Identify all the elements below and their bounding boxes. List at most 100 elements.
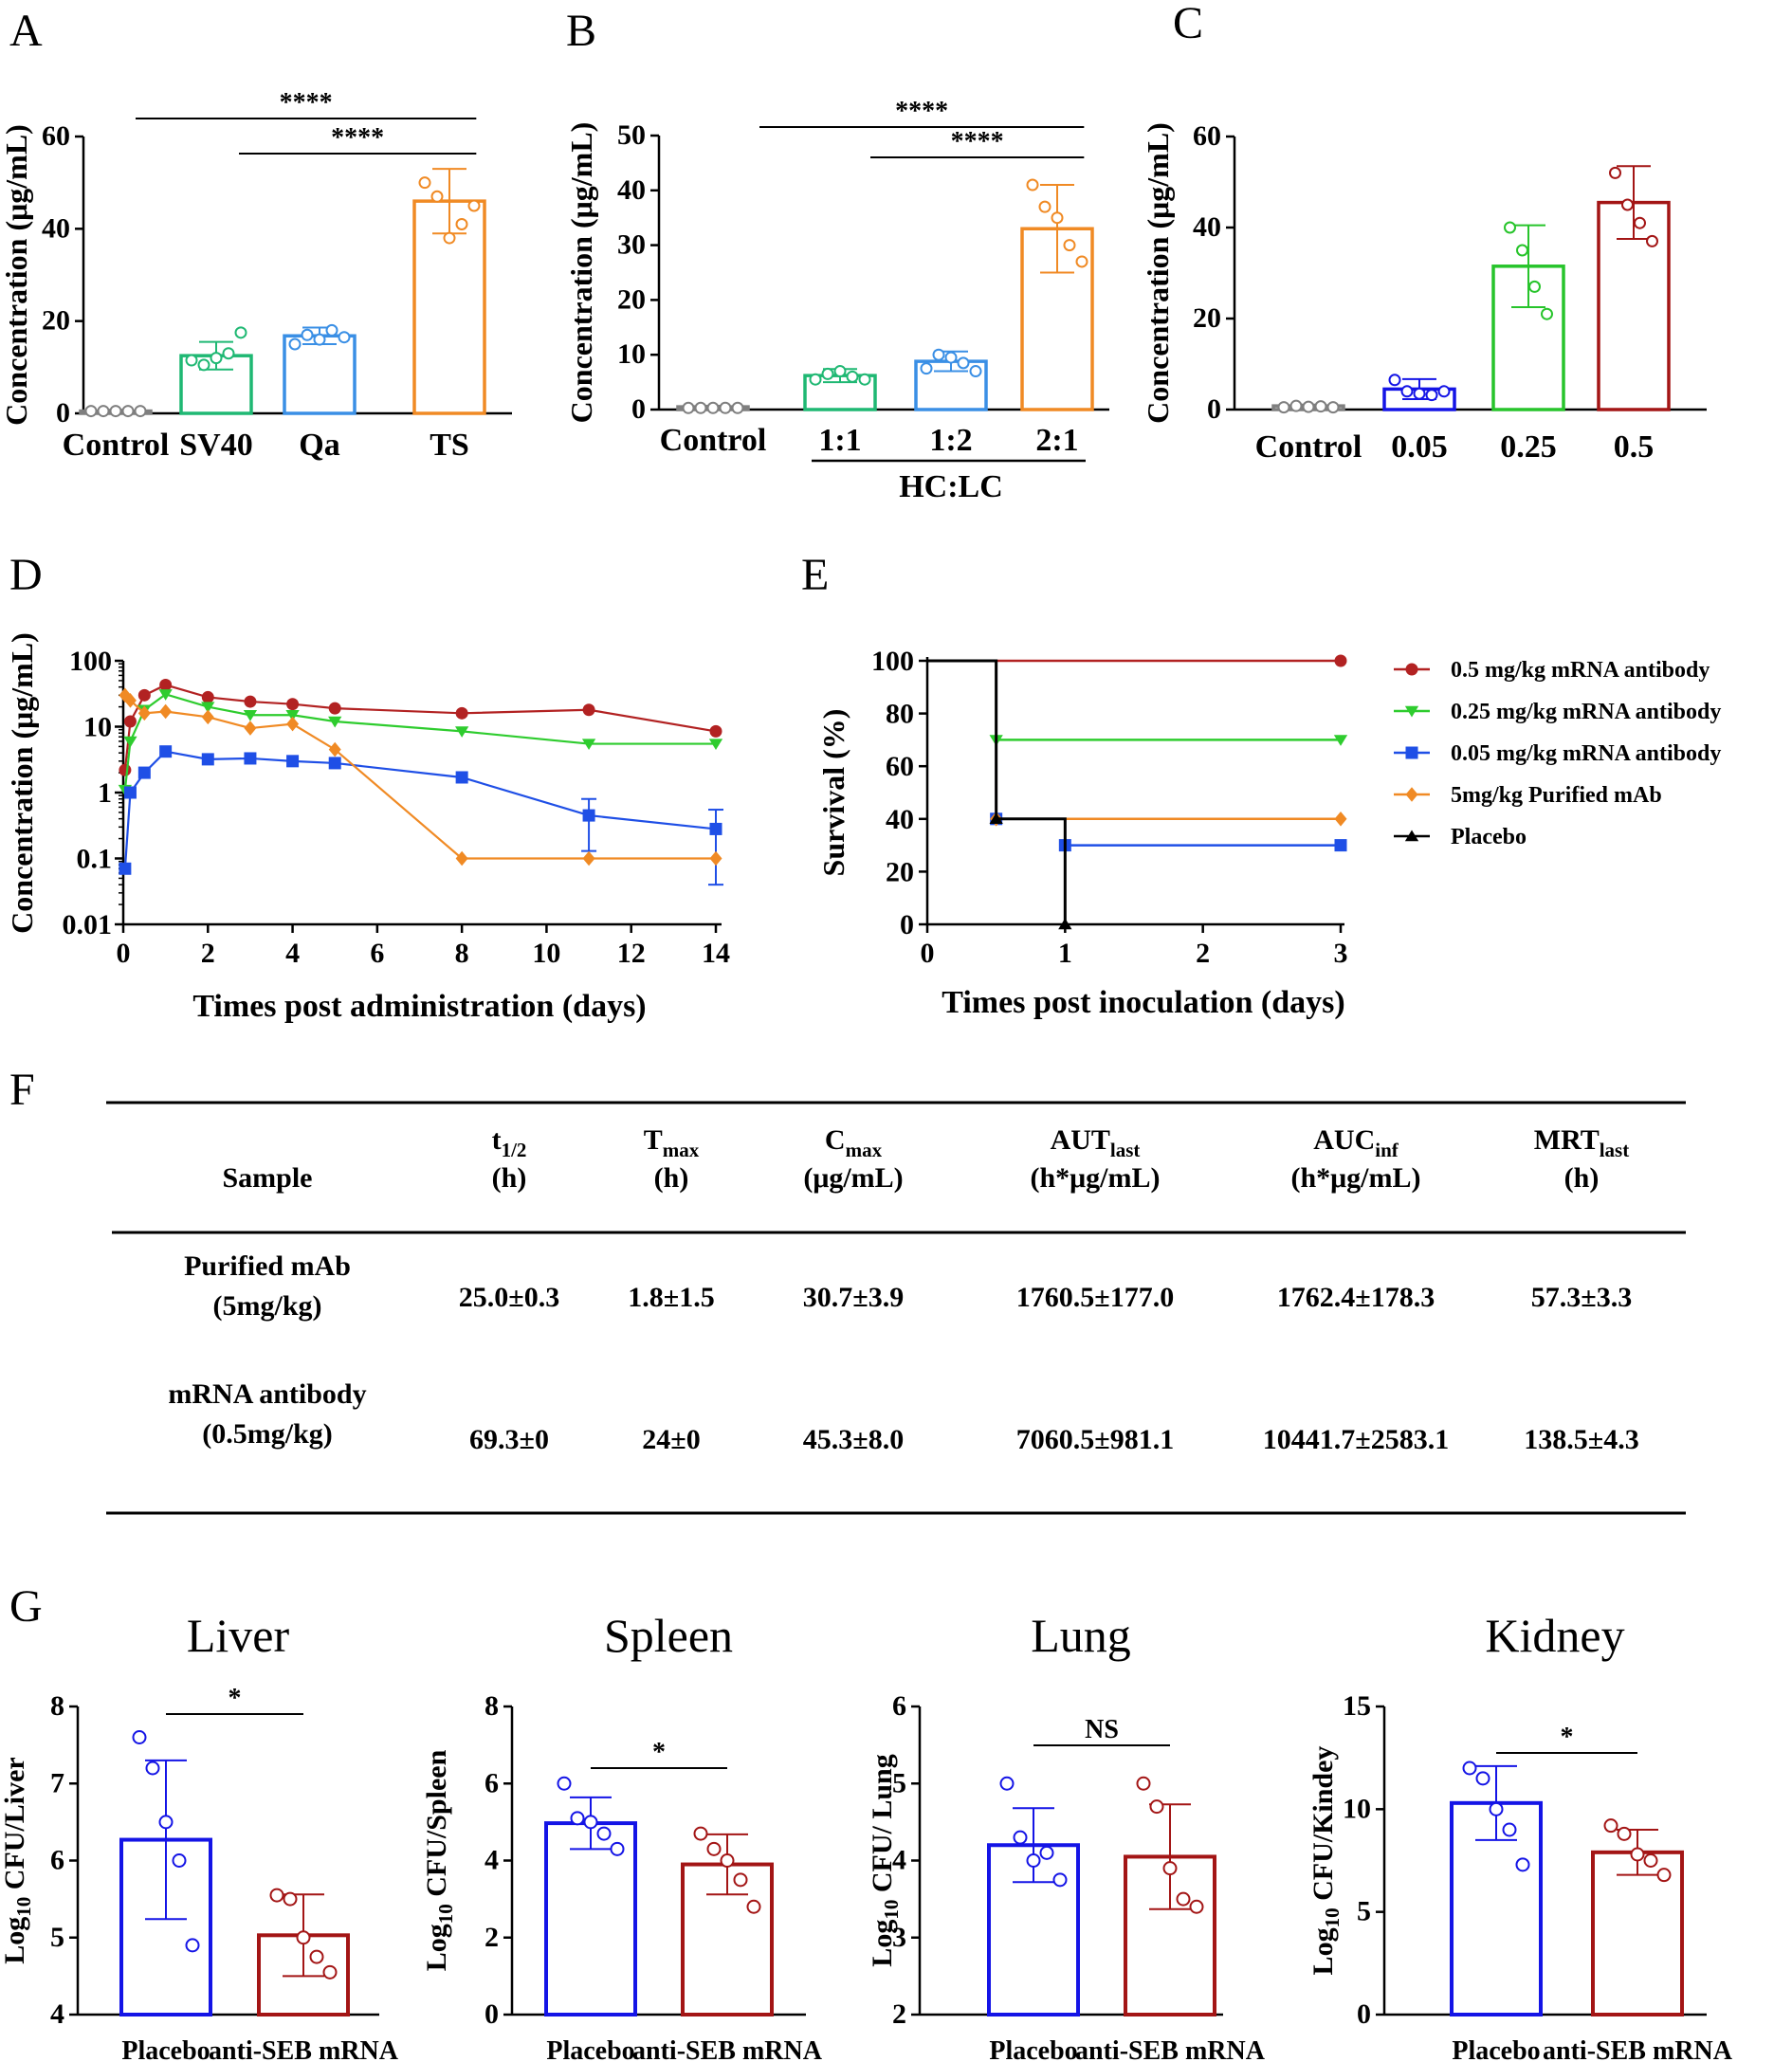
y-axis-label: Concentration (μg/mL): [1141, 122, 1175, 424]
table-cell: 10441.7±2583.1: [1263, 1424, 1449, 1455]
y-tick-label: 3: [892, 1922, 906, 1953]
marker: [1404, 705, 1419, 718]
y-axis-label: Log10 CFU/Spleen: [421, 1749, 457, 1971]
marker: [581, 739, 596, 751]
table-cell: 1760.5±177.0: [1016, 1282, 1174, 1313]
header-sub: max: [663, 1139, 700, 1161]
data-point: [234, 326, 247, 339]
y-axis-label: Log10 CFU/Kindey: [1307, 1746, 1344, 1976]
y-tick-label: 6: [892, 1690, 906, 1722]
y-tick-label: 4: [50, 1998, 64, 2030]
panel-letter-g: G: [9, 1581, 43, 1632]
y-tick-label: 100: [69, 646, 112, 677]
y-tick-label: 60: [886, 751, 914, 782]
y-tick-label: 6: [50, 1845, 64, 1876]
data-point: [185, 1938, 200, 1953]
data-point: [443, 231, 456, 245]
significance-label: ****: [895, 97, 948, 126]
x-tick-label: 2: [1196, 938, 1210, 969]
y-tick-label: 60: [42, 120, 70, 152]
data-point: [269, 1888, 284, 1903]
column-header: MRTlast: [1534, 1124, 1629, 1161]
y-axis-label: Concentration (μg/mL): [564, 122, 598, 424]
panel-letter-b: B: [566, 6, 596, 56]
data-point: [430, 190, 444, 203]
y-label-main: Log: [1307, 1927, 1339, 1975]
data-point: [322, 1964, 338, 1980]
category-label: 1:1: [818, 423, 861, 458]
y-axis-label: Survival (%): [816, 709, 850, 877]
data-point: [1075, 255, 1088, 268]
x-tick-label: 8: [455, 938, 469, 969]
y-label-rest: CFU/Spleen: [421, 1749, 452, 1904]
y-tick-label: 20: [1193, 302, 1221, 334]
marker: [286, 755, 300, 768]
category-label: 0.25: [1500, 429, 1557, 465]
panel-letter-f: F: [9, 1065, 35, 1115]
y-tick-label: 7: [50, 1767, 64, 1798]
y-label-sub: 10: [12, 1897, 35, 1917]
data-point: [222, 347, 235, 360]
column-header: AUTlast: [1051, 1124, 1141, 1161]
y-axis-label: Concentration (μg/mL): [0, 124, 33, 426]
data-point: [821, 367, 834, 380]
marker: [709, 822, 722, 835]
header-main: t: [492, 1124, 502, 1156]
marker: [159, 678, 173, 691]
legend-label: Placebo: [1451, 825, 1527, 849]
marker: [137, 766, 151, 779]
data-point: [296, 1930, 311, 1945]
category-label: Qa: [299, 428, 339, 463]
marker: [328, 741, 341, 757]
marker: [708, 739, 723, 751]
marker: [244, 752, 257, 765]
data-point: [338, 331, 351, 344]
marker: [1405, 787, 1418, 802]
significance-label: *: [1561, 1723, 1574, 1752]
significance-label: *: [652, 1738, 666, 1767]
x-tick-label: 0: [921, 938, 935, 969]
marker: [119, 862, 132, 875]
marker: [201, 690, 214, 703]
marker: [243, 710, 258, 721]
data-point: [1013, 1830, 1028, 1845]
column-unit: (h): [492, 1162, 527, 1194]
significance-label: *: [229, 1684, 242, 1713]
y-tick-label: 4: [485, 1845, 499, 1876]
data-point: [1475, 1771, 1490, 1786]
marker: [455, 771, 468, 784]
y-tick-label: 0: [485, 1998, 499, 2030]
column-header: Tmax: [644, 1124, 700, 1161]
data-point: [158, 1815, 174, 1830]
marker: [328, 716, 342, 728]
y-tick-label: 10: [1343, 1793, 1371, 1824]
survival-line: [927, 659, 1341, 741]
data-point: [325, 323, 338, 337]
x-tick-label: 4: [285, 938, 300, 969]
y-axis-label: Log10 CFU/Liver: [0, 1757, 35, 1963]
marker: [137, 705, 151, 721]
category-label: 0.5: [1614, 429, 1655, 465]
data-point: [1176, 1891, 1191, 1907]
data-point: [1643, 1853, 1658, 1868]
y-tick-label: 15: [1343, 1690, 1371, 1722]
y-tick-label: 0.1: [77, 844, 113, 875]
survival-line: [927, 659, 1067, 924]
data-point: [1504, 221, 1516, 234]
marker: [328, 757, 341, 770]
marker: [119, 687, 132, 703]
y-label-sub: 10: [1321, 1907, 1344, 1927]
row-sample-dose: (5mg/kg): [213, 1290, 322, 1322]
data-point: [132, 1730, 147, 1744]
y-tick-label: 4: [892, 1845, 906, 1876]
y-tick-label: 2: [892, 1998, 906, 2030]
marker: [455, 706, 468, 720]
data-point: [932, 348, 945, 361]
y-tick-label: 50: [617, 119, 646, 151]
y-label-rest: CFU/Kindey: [1307, 1746, 1339, 1908]
table-cell: 69.3±0: [469, 1424, 549, 1455]
category-label: SV40: [179, 428, 252, 463]
x-tick-label: 1: [1058, 938, 1072, 969]
data-point: [570, 1811, 585, 1826]
